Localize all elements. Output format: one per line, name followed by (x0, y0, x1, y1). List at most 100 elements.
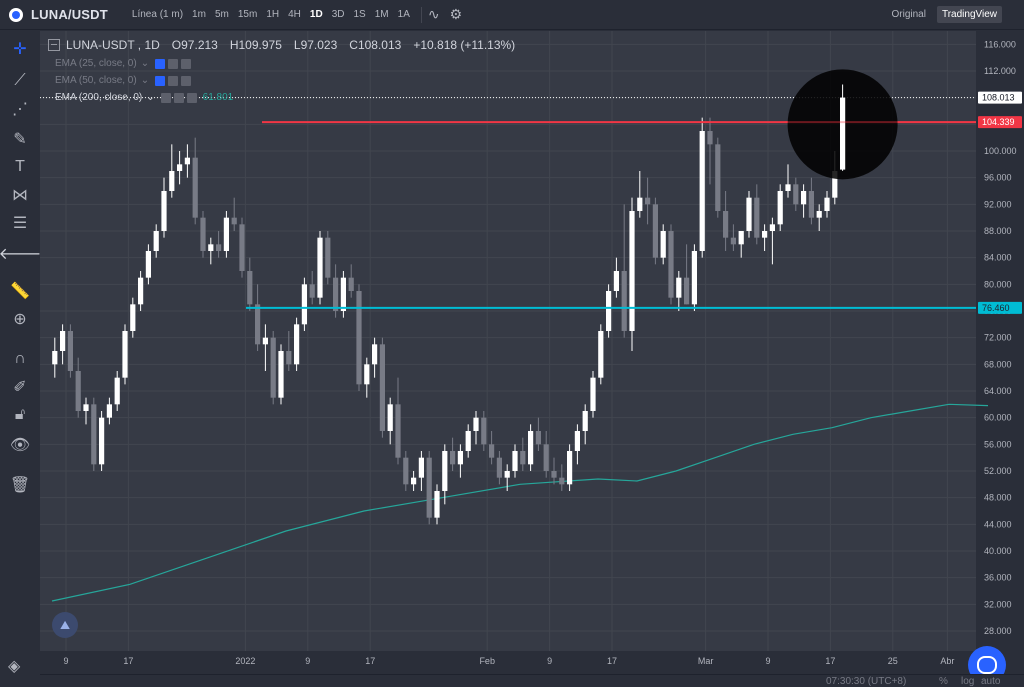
candle-body (769, 224, 775, 231)
ema50-settings-icon[interactable] (168, 75, 179, 86)
y-tick-label: 100.000 (984, 146, 1017, 156)
x-tick-label: Feb (479, 656, 495, 666)
price-chart[interactable]: 28.000 32.000 36.000 40.000 44.000 48.000 52.0… (40, 31, 1024, 674)
candle-body (60, 331, 66, 351)
text-tool-icon[interactable]: T (15, 158, 25, 175)
ema25-settings-icon[interactable] (168, 58, 179, 69)
auto-toggle[interactable]: auto (981, 676, 1001, 687)
x-tick-label: 9 (63, 656, 68, 666)
tf-3d[interactable]: 3D (331, 9, 345, 20)
candle-body (808, 191, 814, 218)
x-tick-label: 17 (825, 656, 835, 666)
y-tick-label: 64.000 (984, 386, 1012, 396)
back-arrow-icon[interactable]: 🡐 (0, 245, 42, 263)
y-tick-label: 60.000 (984, 413, 1012, 423)
tf-1s[interactable]: 1S (353, 9, 366, 20)
y-tick-label: 32.000 (984, 599, 1012, 609)
view-switch: Original TradingView (881, 6, 1002, 23)
ema200-settings-icon[interactable] (173, 92, 184, 103)
collapse-legend-icon[interactable] (48, 39, 60, 51)
ema25-visibility-icon[interactable] (155, 58, 166, 69)
tf-1m[interactable]: 1m (192, 9, 206, 20)
y-tick-label: 92.000 (984, 199, 1012, 209)
trend-line-icon[interactable]: ⟋ (14, 72, 26, 89)
candle-body (730, 237, 736, 245)
fib-tool-icon[interactable]: ⋰ (12, 101, 28, 118)
tf-1h[interactable]: 1H (266, 9, 280, 20)
lock-drawing-icon[interactable]: ✐ (13, 379, 27, 396)
prediction-tool-icon[interactable]: ☰ (12, 215, 28, 232)
tf-1d[interactable]: 1D (309, 9, 323, 20)
candle-body (387, 404, 393, 431)
pattern-tool-icon[interactable]: ⋈ (12, 187, 28, 204)
log-toggle[interactable]: log (961, 676, 975, 687)
candle-body (793, 184, 799, 205)
tf-5m[interactable]: 5m (214, 9, 229, 20)
candle-body (559, 477, 565, 485)
gear-icon[interactable]: ⚙ (449, 6, 463, 22)
ema50-label: EMA (50, close, 0) (55, 75, 137, 86)
ema50-legend[interactable]: EMA (50, close, 0) ⌄ (55, 75, 515, 86)
ema25-legend[interactable]: EMA (25, close, 0) ⌄ (55, 58, 515, 69)
tf-15m[interactable]: 15m (237, 9, 258, 20)
candle-body (824, 197, 830, 211)
view-original-button[interactable]: Original (891, 9, 926, 20)
lock-icon[interactable]: 🔓︎ (14, 406, 26, 423)
y-tick-label: 72.000 (984, 333, 1012, 343)
zoom-in-icon[interactable]: ⊕ (13, 311, 27, 328)
ema200-value: 61.801 (202, 92, 234, 103)
ema50-remove-icon[interactable] (181, 75, 192, 86)
y-tick-label: 28.000 (984, 626, 1012, 636)
candle-body (528, 431, 534, 465)
tf-1a[interactable]: 1A (397, 9, 410, 20)
candle-body (208, 244, 214, 251)
candle-body (535, 431, 541, 445)
candle-body (411, 477, 417, 485)
ema200-remove-icon[interactable] (186, 92, 197, 103)
ema25-remove-icon[interactable] (181, 58, 192, 69)
candle-body (379, 344, 385, 431)
y-tick-label: 96.000 (984, 173, 1012, 183)
x-tick-label: Abr (940, 656, 954, 666)
eye-icon[interactable]: 👁︎ (9, 437, 31, 454)
ruler-icon[interactable]: 📏 (10, 283, 30, 300)
tf-1mo[interactable]: 1M (374, 9, 389, 20)
toolbar-divider (420, 6, 422, 23)
trash-icon[interactable]: 🗑︎ (9, 477, 31, 494)
brush-icon[interactable]: ✎ (13, 131, 27, 148)
magnet-icon[interactable]: ∩ (14, 350, 26, 367)
layers-icon[interactable]: ◈ (8, 658, 21, 675)
scroll-to-realtime-icon[interactable]: ⛰ (52, 612, 78, 638)
candle-body (567, 451, 573, 485)
symbol-title[interactable]: LUNA/USDT (31, 7, 108, 22)
candle-body (161, 191, 167, 231)
chart-style-selector[interactable]: Línea (1 m) (131, 9, 184, 20)
tf-4h[interactable]: 4H (288, 9, 301, 20)
x-tick-label: 9 (547, 656, 552, 666)
ema200-visibility-icon[interactable] (160, 92, 171, 103)
candle-body (75, 371, 81, 411)
candle-body (200, 217, 206, 251)
candle-body (231, 217, 237, 225)
line-style-icon[interactable]: ∿ (427, 6, 440, 22)
view-tradingview-button[interactable]: TradingView (936, 6, 1002, 23)
drawing-toolbar: ✛ ⟋ ⋰ ✎ T ⋈ ☰ 🡐 📏 ⊕ ∩ ✐ 🔓︎ 👁︎ 🗑︎ (0, 31, 41, 686)
candle-body (153, 231, 159, 251)
candle-body (426, 457, 432, 518)
y-tick-label: 52.000 (984, 466, 1012, 476)
percent-toggle[interactable]: % (939, 676, 948, 687)
candle-body (450, 451, 456, 465)
candle-body (473, 417, 479, 431)
candle-body (333, 277, 339, 311)
chart-legend: LUNA-USDT , 1D O97.213 H109.975 L97.023 … (48, 38, 515, 103)
luna-logo-icon (9, 7, 23, 22)
y-tick-label: 80.000 (984, 279, 1012, 289)
hline-label: 104.339 (982, 117, 1015, 127)
ema200-legend[interactable]: EMA (200, close, 0) ⌄ 61.801 (55, 92, 234, 103)
candle-body (309, 284, 315, 298)
candle-body (606, 291, 612, 331)
candle-body (457, 451, 463, 465)
ema50-visibility-icon[interactable] (155, 75, 166, 86)
crosshair-icon[interactable]: ✛ (13, 41, 27, 58)
candle-body (169, 171, 175, 191)
